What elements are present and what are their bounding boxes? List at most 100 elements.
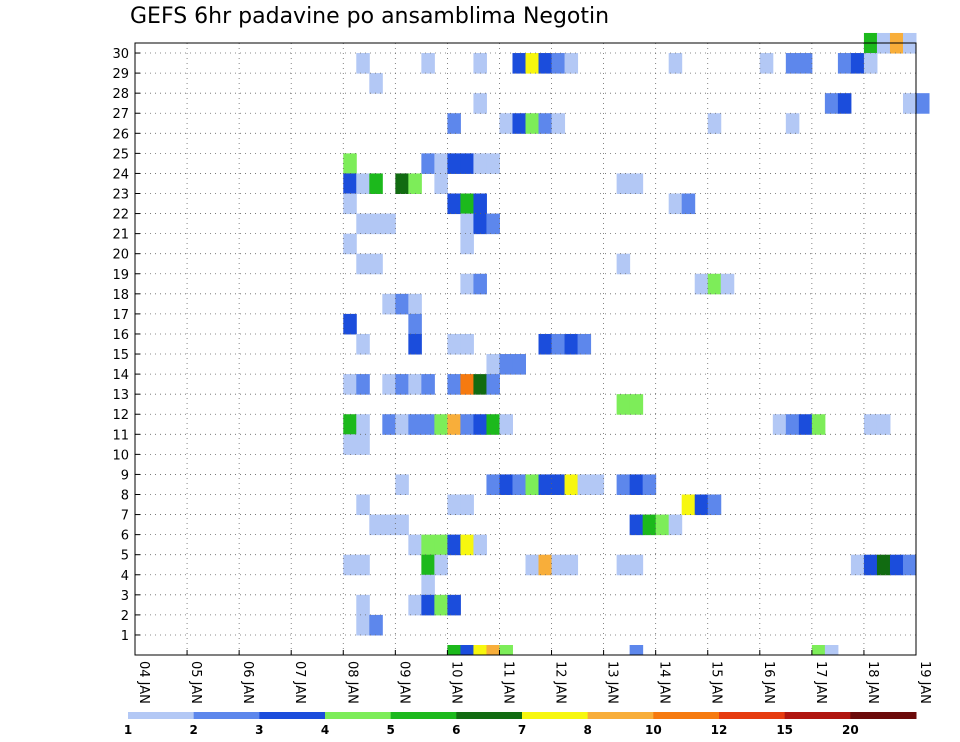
heatmap-cell (486, 645, 500, 655)
heatmap-cell (837, 53, 852, 74)
heatmap-cell (512, 113, 526, 134)
legend-tick-label: 10 (645, 723, 662, 737)
y-tick-label: 18 (112, 288, 129, 303)
legend-swatch (653, 712, 720, 719)
heatmap-cell (460, 233, 474, 255)
legend-swatch (719, 712, 786, 719)
heatmap-cell (447, 534, 461, 556)
heatmap-cell (369, 213, 383, 235)
x-axis: 04 JAN 05 JAN 06 JAN 07 JAN 08 JAN 09 JAN 10 J… (134, 650, 932, 704)
heatmap-cell (512, 53, 526, 74)
x-tick-label: 17 JAN (813, 661, 828, 704)
heatmap-cell (356, 594, 370, 616)
legend-swatch (456, 712, 523, 719)
x-tick-label: 10 JAN (448, 661, 463, 704)
heatmap-cell (421, 574, 435, 596)
legend-tick-label: 20 (842, 723, 859, 737)
x-tick-label: 15 JAN (709, 661, 724, 704)
y-tick-label: 27 (112, 107, 129, 122)
y-tick-label: 15 (112, 348, 129, 363)
heatmap-cell (850, 554, 865, 576)
heatmap-cell (395, 293, 409, 315)
heatmap-cell (434, 414, 448, 435)
heatmap-cell (577, 474, 592, 495)
heatmap-cell (512, 474, 526, 495)
legend-tick-label: 3 (255, 723, 263, 737)
heatmap-cell (837, 93, 852, 114)
heatmap-cell (525, 113, 540, 134)
heatmap-cell (421, 53, 435, 74)
heatmap-cell (473, 645, 487, 655)
legend-swatch (128, 712, 195, 719)
heatmap-cell (460, 534, 474, 556)
legend-swatch (390, 712, 457, 719)
heatmap-cell (447, 113, 461, 134)
heatmap-cell (343, 414, 357, 435)
legend-tick-label: 6 (452, 723, 460, 737)
heatmap-cell (473, 273, 487, 295)
x-tick-label: 11 JAN (500, 661, 515, 704)
y-tick-label: 9 (121, 468, 129, 483)
heatmap-cell (421, 153, 435, 174)
heatmap-cell (551, 333, 566, 355)
heatmap-cell (473, 53, 487, 74)
heatmap-cell (343, 153, 357, 174)
y-tick-label: 6 (121, 529, 129, 544)
heatmap-cell (916, 93, 930, 114)
y-tick-label: 5 (121, 549, 129, 564)
heatmap-cell (447, 594, 461, 616)
heatmap-cell (551, 474, 566, 495)
heatmap-cell (811, 414, 826, 435)
heatmap-cell (616, 474, 631, 495)
heatmap-cell (616, 554, 631, 576)
chart-title: GEFS 6hr padavine po ansamblima Negotin (130, 4, 610, 29)
heatmap-cell (499, 414, 513, 435)
legend-tick-label: 5 (386, 723, 394, 737)
heatmap-cell (785, 53, 800, 74)
x-tick-label: 06 JAN (240, 661, 255, 704)
legend-swatch (259, 712, 326, 719)
heatmap-cell (343, 434, 357, 455)
y-tick-label: 8 (121, 489, 129, 504)
heatmap-cell (356, 213, 370, 235)
x-tick-label: 19 JAN (917, 661, 932, 704)
heatmap-cell (369, 614, 383, 636)
grid-layer (135, 43, 916, 655)
x-tick-label: 16 JAN (761, 661, 776, 704)
y-tick-label: 3 (121, 589, 129, 604)
heatmap-cell (382, 213, 396, 235)
heatmap-cell (564, 333, 579, 355)
heatmap-cell (499, 645, 513, 655)
legend-swatch (784, 712, 851, 719)
heatmap-cell (681, 193, 696, 215)
heatmap-cell (798, 414, 813, 435)
heatmap-cell (564, 554, 579, 576)
heatmap-cell (343, 173, 357, 194)
y-tick-label: 13 (112, 388, 129, 403)
heatmap-cell (499, 474, 513, 495)
heatmap-cell (356, 434, 370, 455)
heatmap-cell (629, 474, 644, 495)
heatmap-cell (408, 293, 422, 315)
heatmap-cell (356, 53, 370, 74)
y-tick-label: 11 (112, 428, 129, 443)
x-tick-label: 08 JAN (344, 661, 359, 704)
legend-swatch (850, 712, 917, 719)
heatmap-cell (629, 173, 644, 194)
heatmap-cell (473, 93, 487, 114)
heatmap-cell (616, 253, 631, 275)
heatmap-cell (655, 514, 670, 536)
heatmap-cell (538, 474, 553, 495)
heatmap-cell (447, 333, 461, 355)
heatmap-cell (408, 173, 422, 194)
x-tick-label: 12 JAN (553, 661, 568, 704)
heatmap-cell (408, 313, 422, 335)
heatmap-cell (486, 414, 500, 435)
heatmap-cell (486, 474, 500, 495)
y-tick-label: 30 (112, 47, 129, 62)
y-axis: 1234567891011121314151617181920212223242… (112, 47, 140, 644)
legend-tick-label: 12 (711, 723, 728, 737)
legend-swatch (587, 712, 654, 719)
heatmap-cell (564, 474, 579, 495)
legend-swatch (193, 712, 260, 719)
